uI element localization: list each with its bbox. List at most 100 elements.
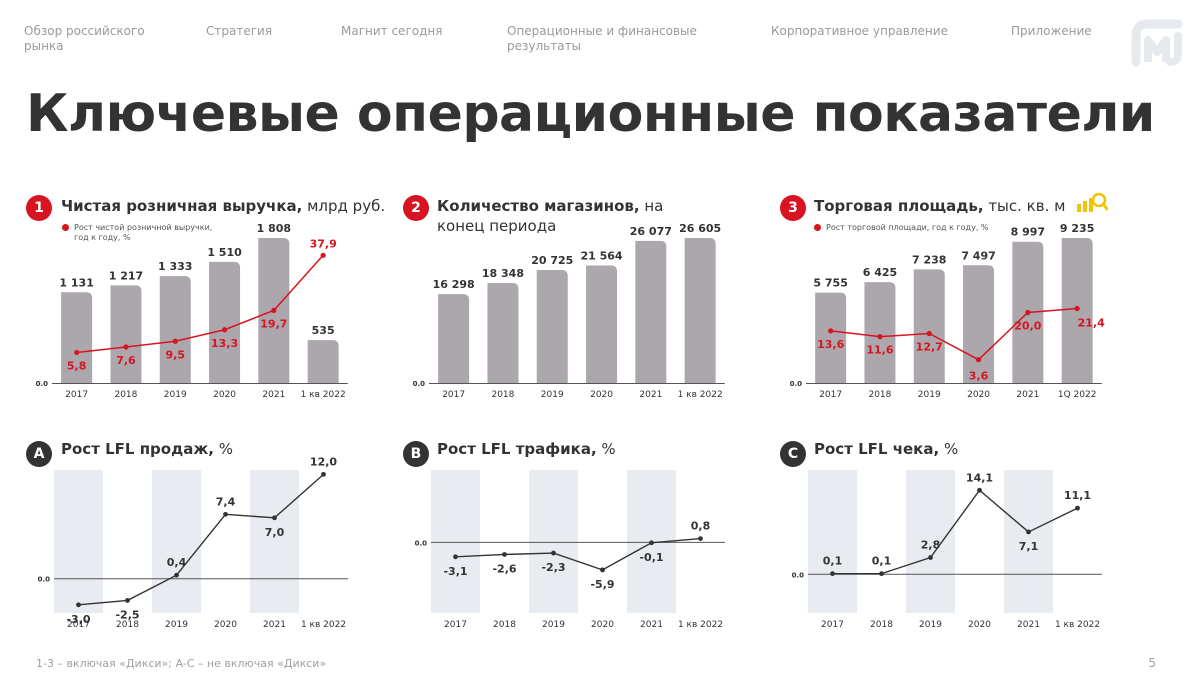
badge-b: B <box>403 441 429 467</box>
band <box>808 470 857 613</box>
point-label: 0,1 <box>872 555 892 568</box>
legend-space: Рост торговой площади, год к году, % <box>814 223 989 233</box>
panel-title-lfl-sales: Рост LFL продаж, % <box>61 440 233 458</box>
bar-value-label: 5 755 <box>813 277 847 290</box>
badge-2: 2 <box>403 195 429 221</box>
bar <box>307 340 339 383</box>
growth-label: 5,8 <box>67 359 87 372</box>
nav-item-appendix[interactable]: Приложение <box>1011 24 1092 38</box>
bar <box>815 292 847 383</box>
x-tick-label: 2020 <box>590 390 613 400</box>
panel-title-revenue: Чистая розничная выручка, млрд руб. <box>61 197 386 215</box>
bar <box>963 265 995 383</box>
band <box>431 470 480 613</box>
growth-point <box>877 334 883 340</box>
bar-value-label: 1 808 <box>257 222 291 235</box>
page-number: 5 <box>1148 656 1156 670</box>
series-point <box>223 511 228 517</box>
series-point <box>1026 529 1031 535</box>
bar-value-label: 21 564 <box>580 249 622 262</box>
bar-value-label: 9 235 <box>1060 222 1094 235</box>
x-tick-label: 2018 <box>116 620 139 630</box>
nav-item-results[interactable]: Операционные и финансовые результаты <box>507 24 697 53</box>
growth-point <box>271 307 277 313</box>
growth-point <box>828 328 834 334</box>
x-tick-label: 2020 <box>968 620 991 630</box>
series-point <box>76 602 81 608</box>
x-tick-label: 2017 <box>67 620 90 630</box>
zero-label: 0.0 <box>415 539 428 547</box>
bar-value-label: 1 217 <box>109 269 143 282</box>
bar-value-label: 7 238 <box>912 253 946 266</box>
x-tick-label: 2021 <box>639 390 662 400</box>
point-label: -2,3 <box>541 561 565 574</box>
x-tick-label: 2018 <box>491 390 514 400</box>
bar <box>684 238 716 383</box>
nav-item-magnit-today[interactable]: Магнит сегодня <box>341 24 443 38</box>
panel-title-space: Торговая площадь, тыс. кв. м <box>814 197 1066 215</box>
x-tick-label: 1 кв 2022 <box>301 390 346 400</box>
point-label: -3,1 <box>443 565 467 578</box>
zero-label: 0.0 <box>792 571 805 579</box>
point-label: 2,8 <box>921 539 941 552</box>
bar-value-label: 535 <box>312 324 335 337</box>
x-tick-label: 2019 <box>164 390 187 400</box>
x-tick-label: 2021 <box>640 620 663 630</box>
bar <box>61 292 93 383</box>
band <box>529 470 578 613</box>
bar <box>864 282 896 383</box>
band <box>906 470 955 613</box>
page-title: Ключевые операционные показатели <box>26 84 1155 144</box>
nav-item-governance[interactable]: Корпоративное управление <box>771 24 948 38</box>
x-tick-label: 1 кв 2022 <box>678 620 723 630</box>
growth-point <box>123 344 129 350</box>
badge-c: C <box>780 441 806 467</box>
x-tick-label: 1Q 2022 <box>1058 390 1097 400</box>
point-label: 7,4 <box>216 495 236 508</box>
nav-item-strategy[interactable]: Стратегия <box>206 24 273 38</box>
bar-value-label: 1 510 <box>207 246 242 259</box>
zero-label: 0.0 <box>790 380 803 388</box>
series-point <box>272 515 277 521</box>
bar-value-label: 8 997 <box>1011 226 1045 239</box>
nav-item-market-overview[interactable]: Обзор российского рынка <box>24 24 145 53</box>
x-tick-label: 1 кв 2022 <box>1055 620 1100 630</box>
growth-label: 19,7 <box>260 317 287 330</box>
band <box>250 470 299 613</box>
x-tick-label: 2020 <box>967 390 990 400</box>
point-label: 0,1 <box>823 555 843 568</box>
chart-selling-space: 0.0 5 755 2017 6 425 2018 7 238 2019 7 497 2020 8… <box>790 222 1105 400</box>
series-line <box>832 489 1078 575</box>
growth-point <box>975 357 982 363</box>
bar <box>635 240 667 383</box>
point-label: 11,1 <box>1064 489 1091 502</box>
series-point <box>502 552 507 557</box>
bar-value-label: 1 131 <box>59 276 93 289</box>
zero-label: 0.0 <box>38 576 51 584</box>
point-label: -2,5 <box>115 608 139 621</box>
growth-label: 11,6 <box>866 344 893 357</box>
x-tick-label: 2017 <box>442 390 465 400</box>
footnote: 1-3 – включая «Дикси»; A-C – не включая … <box>36 657 327 670</box>
growth-label: 7,6 <box>116 354 136 367</box>
series-point <box>879 571 884 577</box>
growth-point <box>320 252 326 258</box>
series-point <box>698 536 703 541</box>
series-point <box>321 471 326 477</box>
growth-label: 37,9 <box>310 237 337 250</box>
growth-point <box>74 349 80 356</box>
growth-label: 3,6 <box>969 370 989 383</box>
x-tick-label: 2018 <box>493 620 516 630</box>
point-label: 0,8 <box>691 520 711 533</box>
growth-label: 13,3 <box>211 337 238 350</box>
point-label: -5,9 <box>590 578 614 591</box>
bar-value-label: 26 605 <box>679 222 721 235</box>
legend-dot <box>814 224 821 231</box>
growth-line <box>76 254 324 354</box>
bar-value-label: 1 333 <box>158 260 192 273</box>
growth-point <box>1025 309 1031 316</box>
x-tick-label: 2017 <box>444 620 467 630</box>
series-point <box>928 555 933 560</box>
growth-point <box>926 330 932 337</box>
